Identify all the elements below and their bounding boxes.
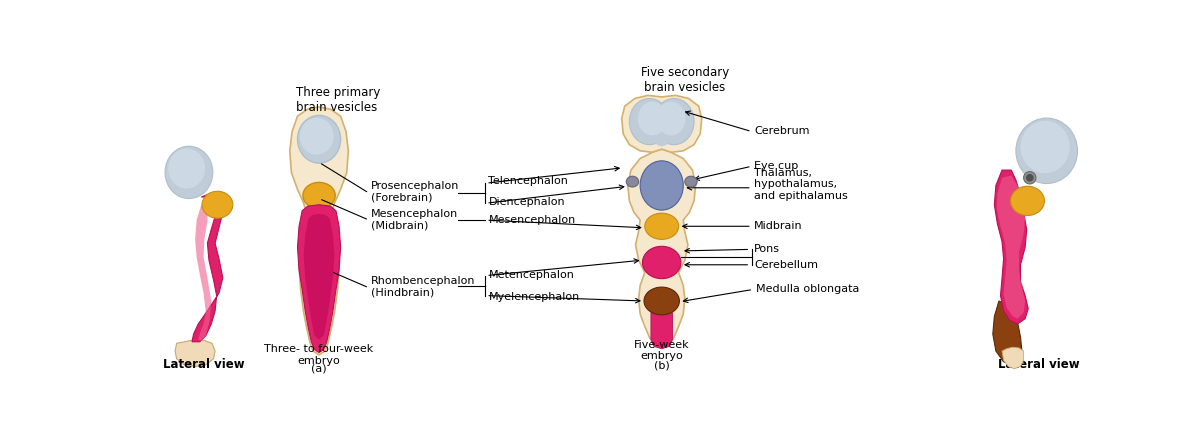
Polygon shape — [297, 205, 341, 353]
Ellipse shape — [630, 99, 669, 145]
Polygon shape — [993, 301, 1022, 365]
Text: Five-week
embryo: Five-week embryo — [633, 339, 690, 360]
Text: Lateral view: Lateral view — [998, 357, 1080, 370]
Ellipse shape — [1021, 122, 1070, 174]
Ellipse shape — [1010, 187, 1044, 216]
Ellipse shape — [202, 192, 232, 219]
Text: Myelencephalon: Myelencephalon — [489, 291, 579, 301]
Text: Telencephalon: Telencephalon — [489, 176, 568, 186]
Polygon shape — [1002, 347, 1023, 369]
Polygon shape — [621, 96, 702, 153]
Text: Diencephalon: Diencephalon — [489, 197, 565, 206]
Ellipse shape — [1026, 175, 1033, 182]
Ellipse shape — [645, 214, 679, 240]
Ellipse shape — [297, 116, 341, 164]
Polygon shape — [290, 108, 348, 355]
Polygon shape — [995, 171, 1028, 324]
Polygon shape — [627, 150, 696, 348]
Text: (b): (b) — [654, 359, 669, 370]
Polygon shape — [195, 205, 211, 341]
Ellipse shape — [654, 99, 694, 145]
Polygon shape — [175, 341, 216, 366]
Ellipse shape — [685, 177, 697, 187]
Polygon shape — [191, 194, 223, 342]
Text: Mesencephalon
(Midbrain): Mesencephalon (Midbrain) — [371, 208, 458, 230]
Ellipse shape — [649, 110, 674, 147]
Ellipse shape — [638, 102, 667, 136]
Ellipse shape — [644, 287, 679, 315]
Ellipse shape — [303, 183, 335, 209]
Text: Cerebrum: Cerebrum — [754, 126, 809, 136]
Text: Medulla oblongata: Medulla oblongata — [756, 283, 858, 293]
Text: Three- to four-week
embryo: Three- to four-week embryo — [265, 344, 373, 365]
Ellipse shape — [643, 247, 681, 279]
Text: Cerebellum: Cerebellum — [754, 259, 818, 269]
Ellipse shape — [656, 102, 685, 136]
Text: Five secondary
brain vesicles: Five secondary brain vesicles — [641, 65, 728, 93]
Ellipse shape — [169, 149, 205, 189]
Text: Metencephalon: Metencephalon — [489, 269, 574, 280]
Ellipse shape — [1023, 172, 1035, 184]
Polygon shape — [651, 313, 673, 349]
Text: Thalamus,
hypothalamus,
and epithalamus: Thalamus, hypothalamus, and epithalamus — [754, 167, 848, 200]
Ellipse shape — [300, 118, 334, 155]
Ellipse shape — [1016, 119, 1078, 184]
Text: Eye cup: Eye cup — [754, 160, 798, 170]
Text: Pons: Pons — [754, 243, 780, 253]
Text: Three primary
brain vesicles: Three primary brain vesicles — [296, 86, 380, 114]
Polygon shape — [997, 176, 1025, 319]
Ellipse shape — [641, 161, 684, 211]
Text: Mesencephalon: Mesencephalon — [489, 214, 576, 224]
Ellipse shape — [626, 177, 638, 187]
Text: Rhombencephalon
(Hindbrain): Rhombencephalon (Hindbrain) — [371, 275, 476, 297]
Ellipse shape — [165, 147, 213, 199]
Text: Prosencephalon
(Forebrain): Prosencephalon (Forebrain) — [371, 181, 459, 202]
Text: Lateral view: Lateral view — [163, 357, 244, 370]
Text: Midbrain: Midbrain — [754, 220, 803, 230]
Polygon shape — [303, 215, 335, 340]
Text: (a): (a) — [312, 363, 326, 373]
